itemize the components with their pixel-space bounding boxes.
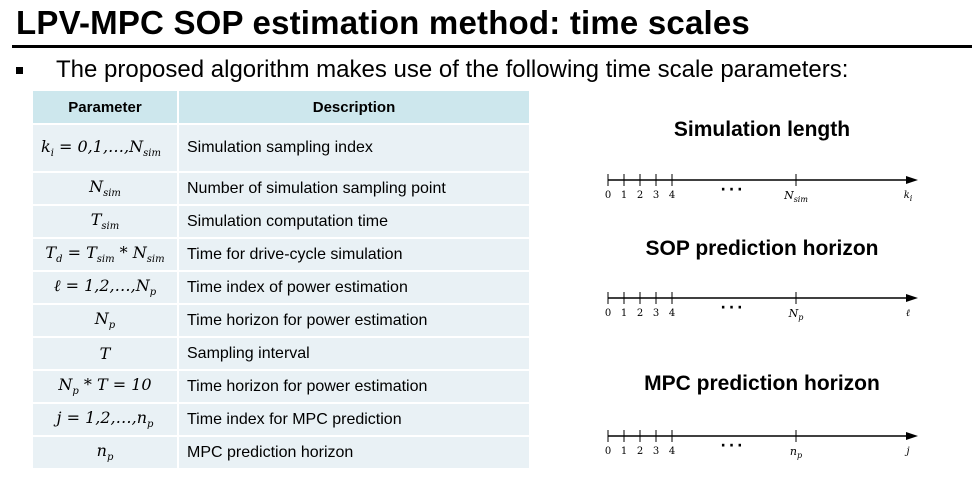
tick-label: 3: [653, 446, 659, 457]
slide-title: LPV-MPC SOP estimation method: time scal…: [16, 4, 750, 41]
table-row: ℓ = 1,2,…,Np Time index of power estimat…: [33, 270, 529, 304]
table-row: Td = Tsim * Nsim Time for drive-cycle si…: [33, 237, 529, 271]
arrow-head-icon: [906, 176, 918, 184]
tick-label: 0: [605, 308, 611, 319]
param-cell: np: [33, 435, 179, 468]
tick-label: 4: [669, 190, 675, 201]
arrow-head-icon: [906, 294, 918, 302]
param-cell: j = 1,2,…,np: [33, 402, 179, 436]
timeline-title: MPC prediction horizon: [644, 372, 880, 395]
tick-label: 3: [653, 308, 659, 319]
description-cell: Time for drive-cycle simulation: [178, 237, 529, 271]
timeline-title: Simulation length: [674, 118, 850, 141]
param-cell: ℓ = 1,2,…,Np: [33, 270, 179, 304]
tick-label: 4: [669, 308, 675, 319]
tick-label: 1: [621, 446, 627, 457]
axis-variable-label: j: [904, 446, 909, 457]
description-cell: Time index of power estimation: [178, 270, 529, 304]
square-bullet-icon: [16, 67, 23, 74]
table-row: Tsim Simulation computation time: [33, 204, 529, 238]
tick-label: 3: [653, 190, 659, 201]
param-cell: ki = 0,1,…,Nsim: [33, 123, 179, 172]
tick-label: 1: [621, 190, 627, 201]
param-cell: T: [33, 336, 179, 370]
description-cell: Time horizon for power estimation: [178, 303, 529, 337]
ellipsis-dots: ···: [721, 438, 746, 454]
header-parameter: Parameter: [33, 91, 179, 125]
ellipsis-dots: ···: [721, 182, 746, 198]
description-cell: Simulation computation time: [178, 204, 529, 238]
table-row: np MPC prediction horizon: [33, 435, 529, 468]
header-description: Description: [178, 91, 529, 125]
timeline-title: SOP prediction horizon: [646, 237, 879, 260]
tick-label: 2: [637, 446, 643, 457]
timeline-diagrams: Simulation length 0 1 2 3 4 ··· Nsim ki SOP predi…: [590, 110, 970, 497]
table-row: Np * T = 10 Time horizon for power estim…: [33, 369, 529, 403]
bullet-text: The proposed algorithm makes use of the …: [56, 56, 849, 83]
horizon-label: Np: [788, 307, 804, 322]
parameter-table: Parameter Description ki = 0,1,…,Nsim Si…: [33, 91, 529, 468]
table-row: ki = 0,1,…,Nsim Simulation sampling inde…: [33, 123, 529, 172]
horizon-label: Nsim: [783, 189, 808, 204]
param-cell: Tsim: [33, 204, 179, 238]
table-row: Nsim Number of simulation sampling point: [33, 171, 529, 205]
table-row: Np Time horizon for power estimation: [33, 303, 529, 337]
arrow-head-icon: [906, 432, 918, 440]
description-cell: Number of simulation sampling point: [178, 171, 529, 205]
tick-label: 4: [669, 446, 675, 457]
table-header-row: Parameter Description: [33, 91, 529, 125]
table-row: T Sampling interval: [33, 336, 529, 370]
ellipsis-dots: ···: [721, 300, 746, 316]
description-cell: Sampling interval: [178, 336, 529, 370]
description-cell: Time index for MPC prediction: [178, 402, 529, 436]
param-cell: Nsim: [33, 171, 179, 205]
description-cell: Simulation sampling index: [178, 123, 529, 172]
tick-label: 0: [605, 190, 611, 201]
tick-label: 2: [637, 190, 643, 201]
param-cell: Np * T = 10: [33, 369, 179, 403]
tick-label: 0: [605, 446, 611, 457]
horizon-label: np: [790, 445, 802, 460]
param-cell: Td = Tsim * Nsim: [33, 237, 179, 271]
description-cell: MPC prediction horizon: [178, 435, 529, 468]
tick-label: 2: [637, 308, 643, 319]
axis-variable-label: ki: [904, 190, 913, 203]
axis-variable-label: ℓ: [906, 308, 910, 319]
table-row: j = 1,2,…,np Time index for MPC predicti…: [33, 402, 529, 436]
description-cell: Time horizon for power estimation: [178, 369, 529, 403]
param-cell: Np: [33, 303, 179, 337]
tick-label: 1: [621, 308, 627, 319]
title-underline: [12, 45, 972, 48]
